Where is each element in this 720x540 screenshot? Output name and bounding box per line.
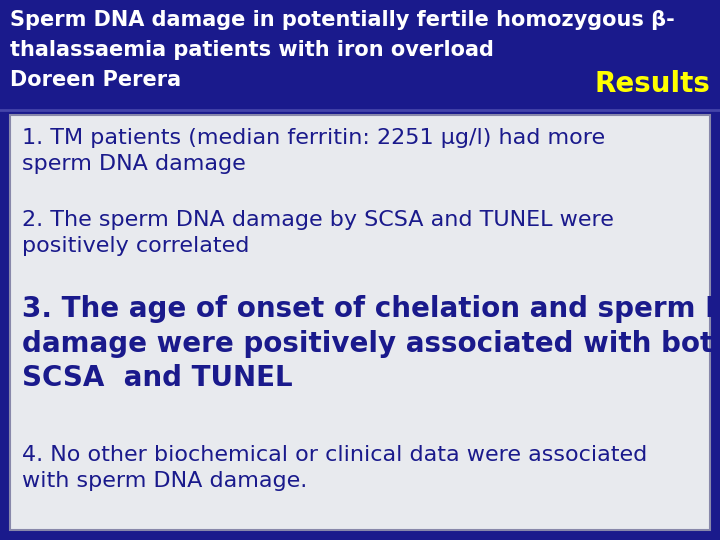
- Text: Sperm DNA damage in potentially fertile homozygous β-: Sperm DNA damage in potentially fertile …: [10, 10, 675, 30]
- FancyBboxPatch shape: [10, 115, 710, 530]
- Text: 2. The sperm DNA damage by SCSA and TUNEL were
positively correlated: 2. The sperm DNA damage by SCSA and TUNE…: [22, 210, 614, 255]
- Text: Results: Results: [594, 70, 710, 98]
- Text: 3. The age of onset of chelation and sperm DNA
damage were positively associated: 3. The age of onset of chelation and spe…: [22, 295, 720, 392]
- Text: 4. No other biochemical or clinical data were associated
with sperm DNA damage.: 4. No other biochemical or clinical data…: [22, 445, 647, 491]
- Text: 1. TM patients (median ferritin: 2251 μg/l) had more
sperm DNA damage: 1. TM patients (median ferritin: 2251 μg…: [22, 128, 605, 173]
- Text: thalassaemia patients with iron overload: thalassaemia patients with iron overload: [10, 40, 494, 60]
- Text: Doreen Perera: Doreen Perera: [10, 70, 181, 90]
